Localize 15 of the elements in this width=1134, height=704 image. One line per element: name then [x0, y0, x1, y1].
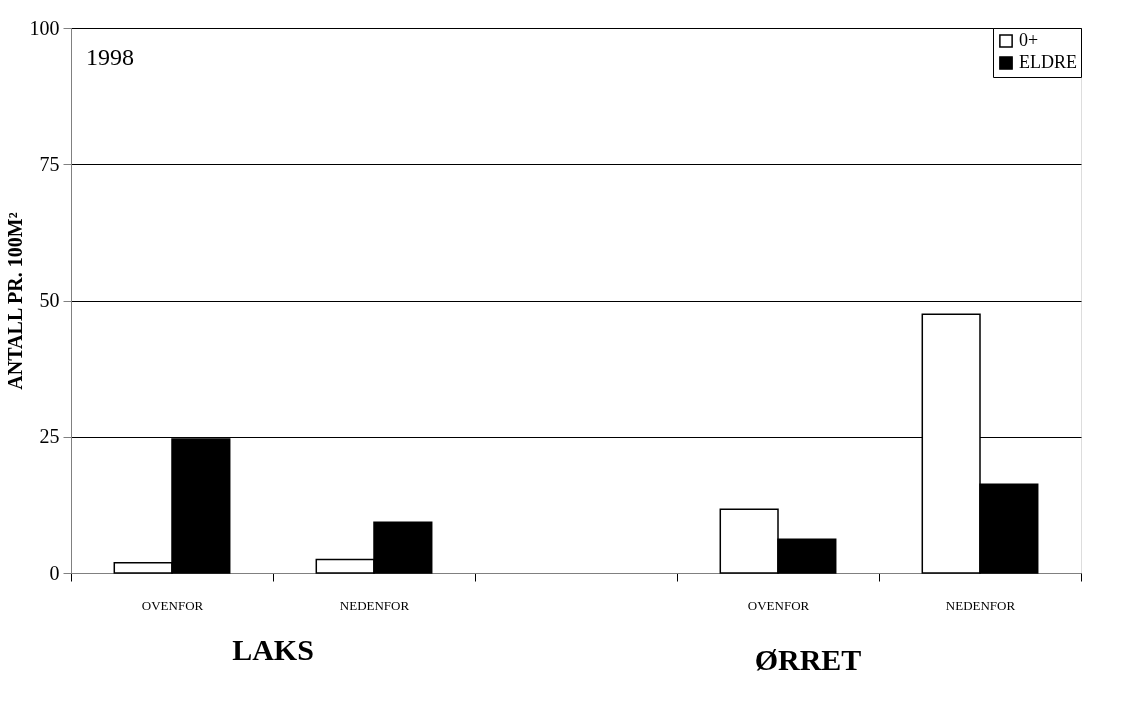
- y-tick-label: 100: [29, 16, 60, 39]
- y-tick-label: 0: [49, 561, 60, 584]
- text: ØRRET: [754, 643, 862, 676]
- legend-label: ELDRE: [1019, 52, 1077, 72]
- x-tick-label: OVENFOR: [141, 597, 204, 613]
- x-tick-label: OVENFOR: [747, 597, 810, 613]
- y-tick-label: 50: [39, 289, 60, 311]
- y-axis-title: ANTALL PR. 100M²: [3, 212, 26, 390]
- x-tick-label: NEDENFOR: [945, 597, 1016, 613]
- x-tick-label: NEDENFOR: [339, 597, 410, 613]
- annotation: 1998: [86, 44, 134, 70]
- y-tick-label: 75: [39, 152, 60, 175]
- legend-label: 0+: [1019, 30, 1039, 50]
- text: LAKS: [232, 633, 314, 666]
- y-tick-label: 25: [39, 425, 60, 448]
